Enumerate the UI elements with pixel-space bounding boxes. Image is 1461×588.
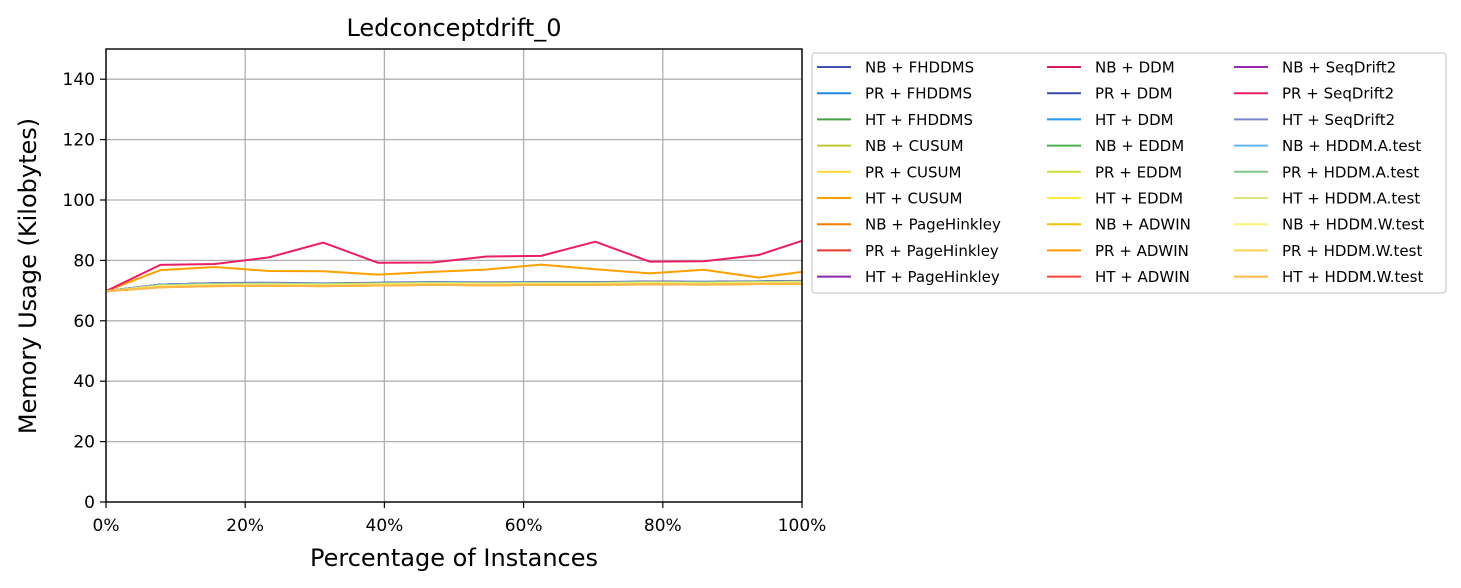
legend-label: NB + DDM — [1095, 59, 1175, 77]
legend-label: NB + HDDM.A.test — [1282, 137, 1421, 155]
legend-label: HT + HDDM.W.test — [1282, 268, 1423, 286]
legend-label: NB + EDDM — [1095, 137, 1184, 155]
legend-label: PR + EDDM — [1095, 163, 1182, 181]
legend-label: HT + ADWIN — [1095, 268, 1190, 286]
series-lines — [105, 239, 803, 293]
series-line — [105, 263, 803, 293]
legend-label: HT + CUSUM — [865, 190, 962, 208]
legend-label: NB + CUSUM — [865, 137, 964, 155]
legend-label: HT + SeqDrift2 — [1282, 111, 1395, 129]
legend-label: PR + SeqDrift2 — [1282, 85, 1394, 103]
legend-label: HT + EDDM — [1095, 190, 1183, 208]
legend-label: PR + DDM — [1095, 85, 1173, 103]
y-tick-label: 40 — [73, 372, 95, 392]
legend-label: PR + ADWIN — [1095, 242, 1189, 260]
x-tick-label: 0% — [93, 516, 120, 536]
y-tick-label: 100 — [63, 191, 95, 211]
legend-label: HT + PageHinkley — [865, 268, 1000, 286]
series-line — [105, 239, 803, 293]
legend: NB + FHDDMS PR + FHDDMS HT + FHDDMS NB + CU… — [811, 52, 1447, 294]
legend-label: PR + CUSUM — [865, 163, 961, 181]
legend-label: HT + HDDM.A.test — [1282, 190, 1420, 208]
y-tick-label: 80 — [73, 251, 95, 271]
legend-label: PR + HDDM.A.test — [1282, 163, 1419, 181]
y-axis: 0 20 40 60 80 100 120 140 — [63, 70, 106, 513]
legend-label: NB + SeqDrift2 — [1282, 59, 1396, 77]
legend-label: NB + PageHinkley — [865, 216, 1001, 234]
legend-label: NB + FHDDMS — [865, 59, 974, 77]
legend-label: NB + HDDM.W.test — [1282, 216, 1425, 234]
legend-frame — [811, 52, 1447, 294]
y-tick-label: 120 — [63, 131, 95, 151]
y-tick-label: 0 — [84, 493, 95, 513]
x-tick-label: 40% — [366, 516, 404, 536]
chart-title: Ledconceptdrift_0 — [346, 14, 561, 42]
x-tick-label: 80% — [644, 516, 682, 536]
legend-label: PR + PageHinkley — [865, 242, 999, 260]
y-tick-label: 140 — [63, 70, 95, 90]
legend-label: HT + FHDDMS — [865, 111, 973, 129]
x-tick-label: 20% — [226, 516, 264, 536]
x-axis-title: Percentage of Instances — [310, 544, 598, 572]
y-tick-label: 20 — [73, 433, 95, 453]
legend-label: NB + ADWIN — [1095, 216, 1191, 234]
x-tick-label: 100% — [778, 516, 827, 536]
x-tick-label: 60% — [505, 516, 543, 536]
x-axis: 0% 20% 40% 60% 80% 100% — [93, 502, 827, 536]
legend-label: HT + DDM — [1095, 111, 1174, 129]
y-tick-label: 60 — [73, 312, 95, 332]
grid — [105, 49, 803, 503]
plot-frame — [105, 48, 803, 503]
y-axis-title: Memory Usage (Kilobytes) — [14, 118, 42, 434]
series-line — [105, 282, 803, 293]
legend-label: PR + FHDDMS — [865, 85, 972, 103]
legend-label: PR + HDDM.W.test — [1282, 242, 1422, 260]
